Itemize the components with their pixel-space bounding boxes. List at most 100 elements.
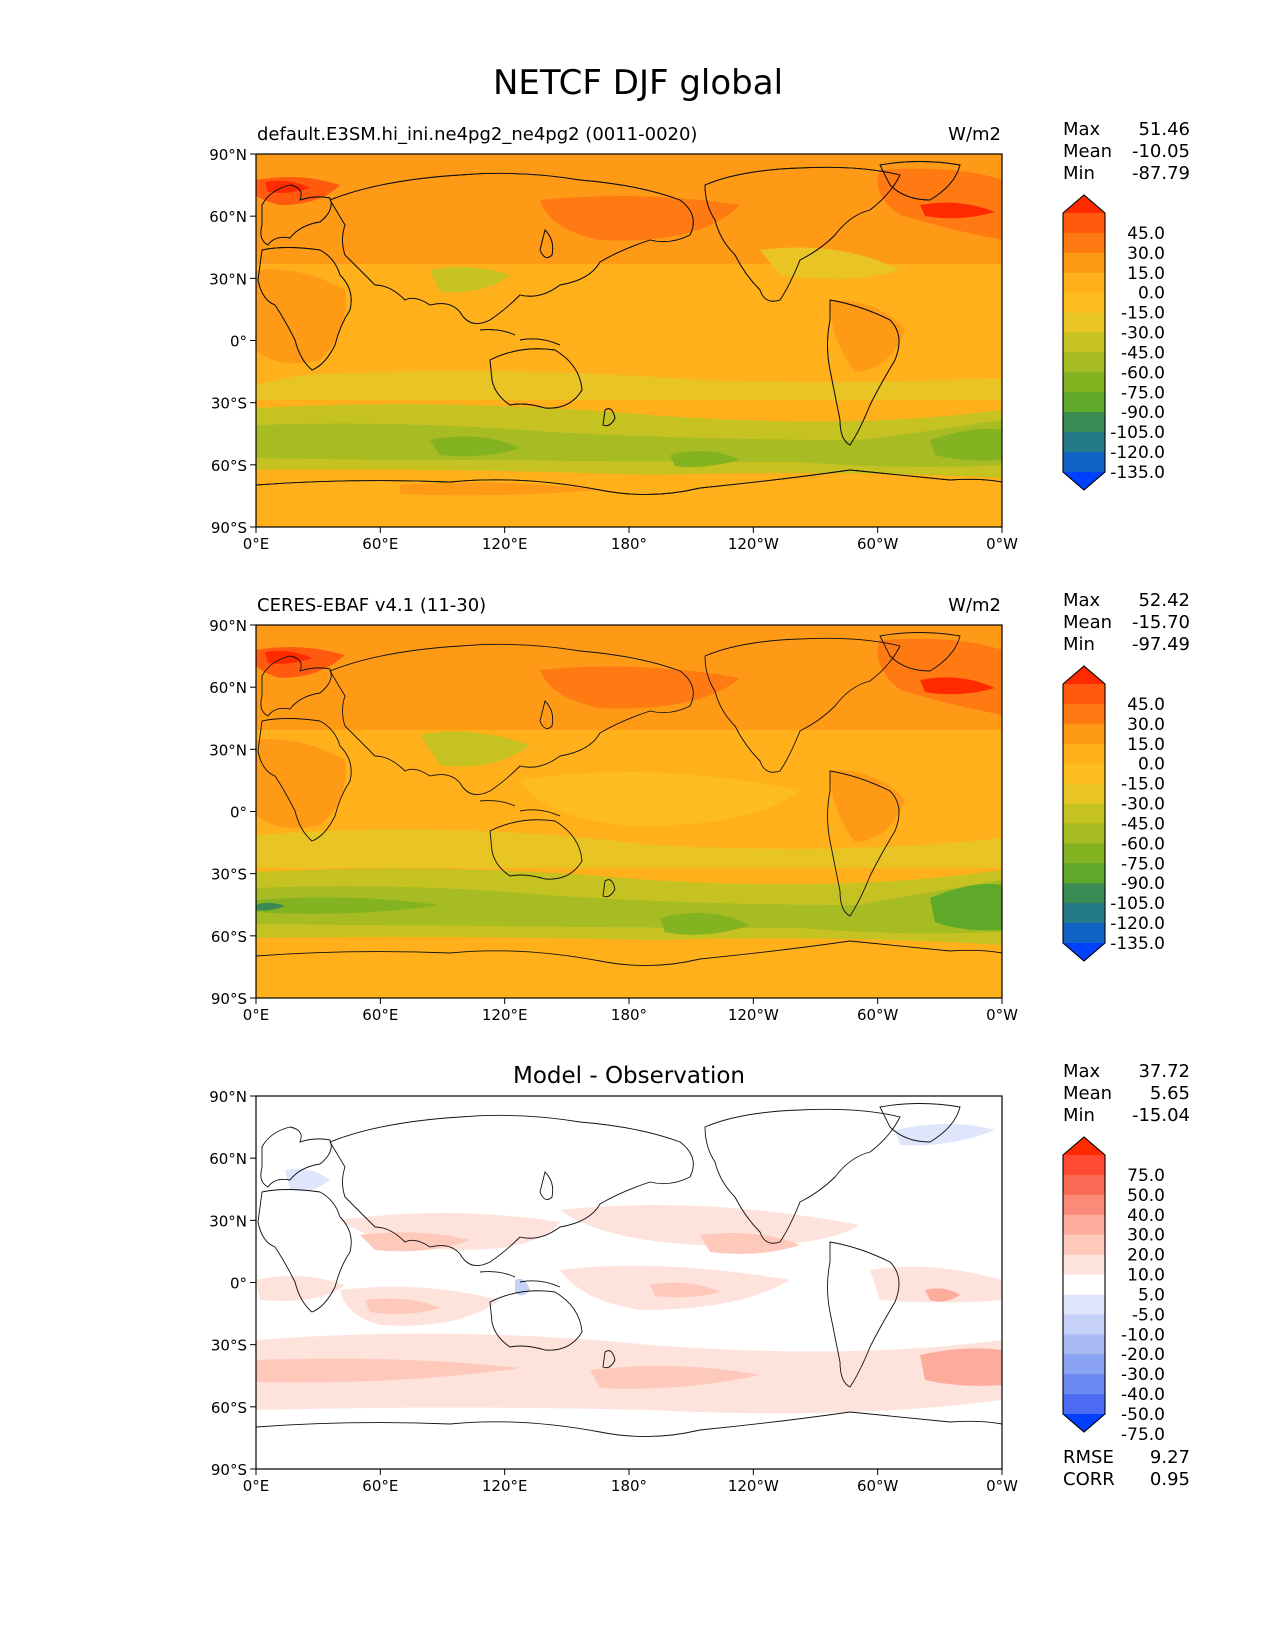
- lon-tick-label: 0°E: [243, 1006, 270, 1024]
- figure-title: NETCF DJF global: [493, 63, 783, 103]
- field-blob-tropics: [520, 772, 800, 826]
- lon-tick-label: 60°W: [857, 1006, 899, 1024]
- colorbar-segment: [1063, 392, 1105, 413]
- colorbar-segment: [1063, 213, 1105, 234]
- field-blob-pos-pacific-s2: [650, 1282, 720, 1298]
- colorbar-segment: [1063, 1294, 1105, 1315]
- lon-tick-label: 180°: [611, 1477, 647, 1495]
- stat-min-value: -15.04: [1132, 1105, 1190, 1126]
- colorbar-tick-label: -90.0: [1121, 874, 1165, 894]
- field-blob-npacific: [540, 666, 740, 709]
- colorbar-segment: [1063, 723, 1105, 745]
- colorbar-extend-top: [1063, 666, 1105, 684]
- stat-mean-value: -15.70: [1132, 612, 1190, 633]
- field-blob-so-3: [930, 428, 1002, 461]
- lat-tick-label: 90°S: [211, 1461, 247, 1479]
- panel-title: Model - Observation: [513, 1063, 745, 1089]
- field-blob-so-min: [256, 902, 285, 911]
- lon-axis: 0°E 60°E 120°E 180° 120°W 60°W 0°W: [243, 998, 1018, 1024]
- field-band-sub1: [256, 371, 1002, 400]
- field-blob-so-1: [256, 897, 440, 914]
- field-blob-europe-peak: [265, 650, 312, 664]
- field-blob-so-3: [930, 883, 1002, 931]
- field-blob-china: [420, 731, 530, 767]
- lat-tick-label: 30°S: [211, 866, 247, 884]
- colorbar-tick-label: -105.0: [1110, 423, 1165, 443]
- map-field-difference: [256, 1096, 1002, 1469]
- colorbar-segment: [1063, 352, 1105, 373]
- colorbar-extend-bottom: [1063, 472, 1105, 490]
- stat-max-value: 37.72: [1138, 1061, 1190, 1082]
- stat-min-value: -97.49: [1132, 634, 1190, 655]
- lon-tick-label: 0°W: [986, 535, 1018, 553]
- colorbar-tick-label: -60.0: [1121, 363, 1165, 383]
- colorbar-segment: [1063, 684, 1105, 705]
- rmse-label: RMSE: [1063, 1447, 1114, 1468]
- colorbar-tick-label: -120.0: [1110, 914, 1165, 934]
- lat-tick-label: 0°: [230, 333, 247, 351]
- field-blob-antarctic: [400, 482, 600, 496]
- colorbar-segment: [1063, 923, 1105, 944]
- stat-min-value: -87.79: [1132, 163, 1190, 184]
- colorbar-tick-label: -135.0: [1110, 934, 1165, 954]
- colorbar-segment: [1063, 743, 1105, 765]
- colorbar-tick-label: 0.0: [1138, 284, 1165, 304]
- field-blob-so-2: [670, 451, 740, 468]
- map-field-model: [256, 154, 1002, 527]
- colorbar-segment: [1063, 272, 1105, 294]
- lon-tick-label: 120°E: [482, 1006, 528, 1024]
- lon-tick-label: 120°W: [728, 1477, 779, 1495]
- field-blob-pos-africa: [256, 1276, 345, 1301]
- field-band-southern-ocean-inner: [256, 880, 1002, 934]
- colorbar-segment: [1063, 1214, 1105, 1236]
- colorbar-segment: [1063, 1194, 1105, 1216]
- panel-units: W/m2: [948, 124, 1001, 145]
- field-blob-atlantic-peak: [920, 202, 995, 219]
- lat-tick-label: 90°N: [209, 1088, 247, 1106]
- stat-max-label: Max: [1063, 590, 1101, 611]
- stats-block: Max 37.72 Mean 5.65 Min -15.04: [1063, 1061, 1190, 1126]
- colorbar-segment: [1063, 432, 1105, 453]
- lon-tick-label: 60°E: [362, 535, 398, 553]
- colorbar-segment: [1063, 412, 1105, 433]
- corr-value: 0.95: [1150, 1469, 1190, 1490]
- lat-tick-label: 90°N: [209, 146, 247, 164]
- colorbar-tick-label: 20.0: [1127, 1246, 1165, 1266]
- field-band-antarctic: [256, 478, 1002, 527]
- colorbar: 75.050.040.030.020.010.05.0-5.0-10.0-20.…: [1062, 1136, 1165, 1445]
- colorbar-tick-label: -40.0: [1121, 1385, 1165, 1405]
- colorbar-extend-bottom: [1063, 1414, 1105, 1432]
- colorbar-tick-label: -45.0: [1121, 343, 1165, 363]
- field-blob-neg-europe: [285, 1168, 330, 1192]
- stat-mean-label: Mean: [1063, 612, 1112, 633]
- colorbar-segment: [1063, 883, 1105, 904]
- rmse-value: 9.27: [1150, 1447, 1190, 1468]
- lat-tick-label: 0°: [230, 804, 247, 822]
- coastline-shapes: [255, 161, 1003, 495]
- colorbar-tick-label: -5.0: [1132, 1305, 1165, 1325]
- field-blob-pos-southern2: [590, 1366, 760, 1389]
- colorbar: 45.030.015.00.0-15.0-30.0-45.0-60.0-75.0…: [1062, 665, 1165, 962]
- colorbar-segment: [1063, 252, 1105, 274]
- colorbar-tick-label: 40.0: [1127, 1206, 1165, 1226]
- lon-tick-label: 120°W: [728, 1006, 779, 1024]
- colorbar-segment: [1063, 312, 1105, 334]
- lat-axis: 90°N 60°N 30°N 0° 30°S 60°S 90°S: [209, 146, 256, 537]
- colorbar-tick-label: 0.0: [1138, 755, 1165, 775]
- stat-min-label: Min: [1063, 634, 1095, 655]
- colorbar-tick-label: 50.0: [1127, 1186, 1165, 1206]
- stats-block: Max 52.42 Mean -15.70 Min -97.49: [1063, 590, 1190, 655]
- stats-block: Max 51.46 Mean -10.05 Min -87.79: [1063, 119, 1190, 184]
- colorbar-segment: [1063, 863, 1105, 884]
- lon-tick-label: 60°E: [362, 1477, 398, 1495]
- colorbar-segment: [1063, 232, 1105, 254]
- lat-tick-label: 60°S: [211, 457, 247, 475]
- lat-tick-label: 30°S: [211, 395, 247, 413]
- field-blob-samerica: [830, 770, 905, 842]
- colorbar-tick-label: -30.0: [1121, 1365, 1165, 1385]
- colorbar-segment: [1063, 1334, 1105, 1355]
- lon-tick-label: 180°: [611, 535, 647, 553]
- panel-difference: Model - Observation 90°N 60°N 30°N 0° 30°S 60…: [209, 1061, 1190, 1495]
- colorbar-tick-label: 15.0: [1127, 735, 1165, 755]
